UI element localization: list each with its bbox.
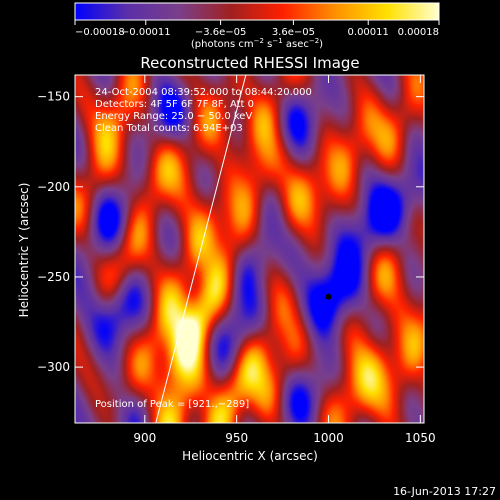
annotation-energy: Energy Range: 25.0 − 50.0 keV <box>95 111 252 122</box>
x-axis-label: Heliocentric X (arcsec) <box>182 449 318 463</box>
colorbar-ticks: −0.00018−0.00011 −3.6e−05 3.6e−05 0.00011 0.… <box>74 20 440 38</box>
footer-timestamp: 16-Jun-2013 17:27 <box>393 485 496 498</box>
y-tick-label: −300 <box>37 360 70 374</box>
colorbar-unit-label: (photons cm−2 s−1 asec−2) <box>191 37 323 50</box>
minimum-marker <box>325 293 332 300</box>
colorbar-tick-label: −0.00018 <box>75 27 125 38</box>
heatmap-image <box>75 75 424 423</box>
y-tick-label: −150 <box>37 90 70 104</box>
x-tick-label: 950 <box>225 431 248 445</box>
plot-frame <box>74 74 425 424</box>
y-axis-label: Heliocentric Y (arcsec) <box>17 183 31 318</box>
colorbar <box>74 2 440 21</box>
colorbar-tick-label: 0.00018 <box>398 27 439 38</box>
x-tick-label: 900 <box>133 431 156 445</box>
colorbar-tick-label: −0.00011 <box>121 27 171 38</box>
annotation-block: 24-Oct-2004 08:39:52.000 to 08:44:20.000… <box>95 87 312 410</box>
annotation-clean: Clean Total counts: 6.94E+03 <box>95 123 243 134</box>
y-tick-label: −250 <box>37 270 70 284</box>
chart-title: Reconstructed RHESSI Image <box>140 54 359 72</box>
x-tick-label: 1000 <box>313 431 344 445</box>
colorbar-tick-label: 3.6e−05 <box>272 27 315 38</box>
x-tick-label: 1050 <box>405 431 436 445</box>
x-axis-ticks: 900 950 1000 1050 <box>133 75 436 445</box>
plot-area <box>74 74 425 424</box>
limb-line <box>155 75 247 423</box>
y-tick-label: −200 <box>37 180 70 194</box>
annotation-time-range: 24-Oct-2004 08:39:52.000 to 08:44:20.000 <box>95 87 312 98</box>
annotation-detectors: Detectors: 4F 5F 6F 7F 8F, Att 0 <box>95 99 254 110</box>
colorbar-tick-label: −3.6e−05 <box>195 27 247 38</box>
y-axis-ticks: −150 −200 −250 −300 <box>37 90 424 374</box>
colorbar-tick-label: 0.00011 <box>348 27 389 38</box>
annotation-peak-position: Position of Peak = [921.,−289] <box>95 399 249 410</box>
